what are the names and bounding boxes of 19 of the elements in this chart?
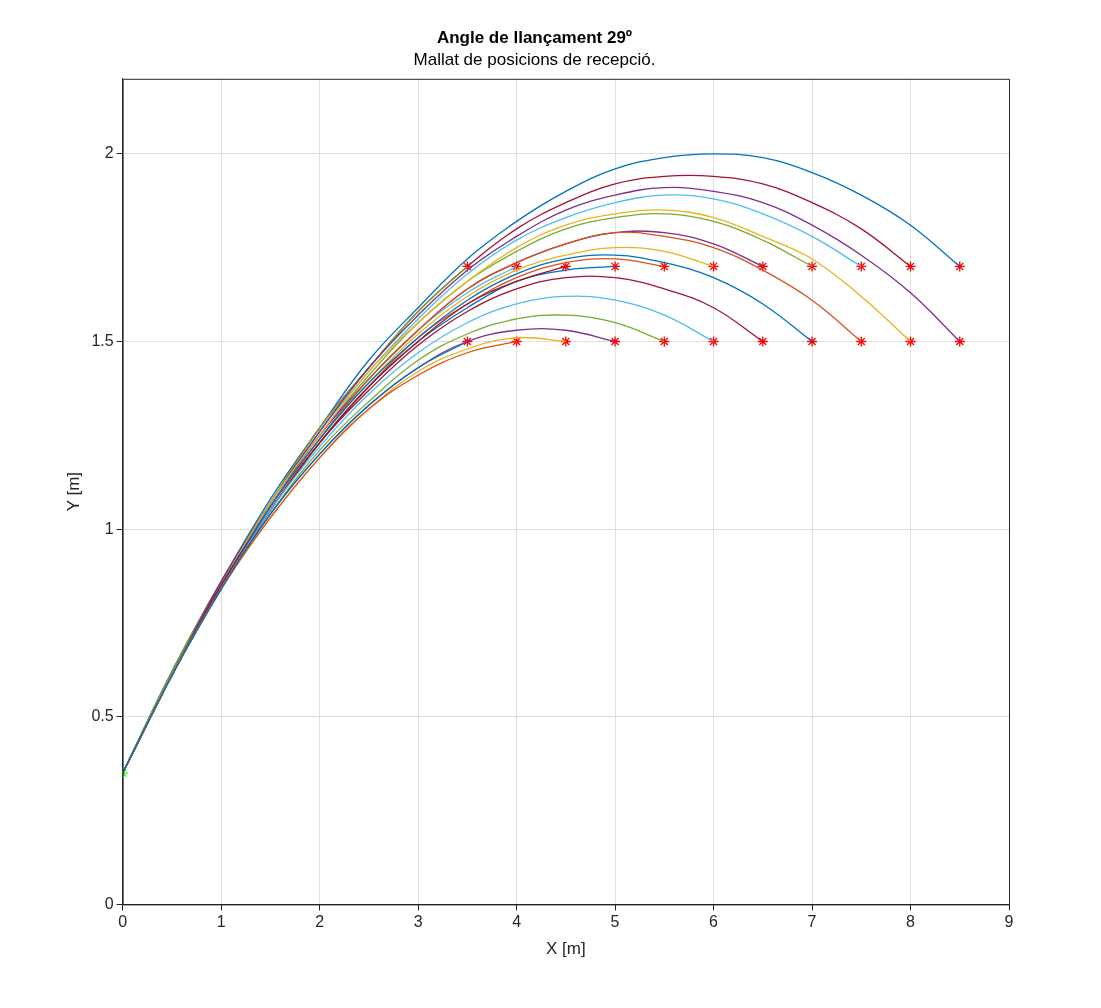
x-axis-title: X [m] bbox=[545, 939, 586, 959]
x-tick-label: 1 bbox=[216, 913, 226, 931]
y-axis-title: Y [m] bbox=[63, 471, 83, 512]
x-tick-label: 3 bbox=[413, 913, 423, 931]
x-tick-label: 9 bbox=[1004, 913, 1014, 931]
chart-subtitle: Mallat de posicions de recepció. bbox=[413, 50, 656, 70]
y-tick-label: 1.5 bbox=[91, 331, 114, 349]
chart-title: Angle de llançament 29º bbox=[436, 27, 633, 47]
y-tick-label: 2 bbox=[104, 144, 114, 162]
x-tick-label: 5 bbox=[610, 913, 620, 931]
y-tick-label: 1 bbox=[104, 519, 114, 537]
x-tick-label: 0 bbox=[118, 913, 128, 931]
x-tick-label: 8 bbox=[906, 913, 916, 931]
x-tick-label: 7 bbox=[807, 913, 817, 931]
y-tick-label: 0.5 bbox=[91, 707, 114, 725]
y-tick-label: 0 bbox=[104, 894, 114, 912]
x-tick-label: 6 bbox=[709, 913, 719, 931]
x-tick-label: 4 bbox=[512, 913, 522, 931]
x-tick-label: 2 bbox=[315, 913, 325, 931]
